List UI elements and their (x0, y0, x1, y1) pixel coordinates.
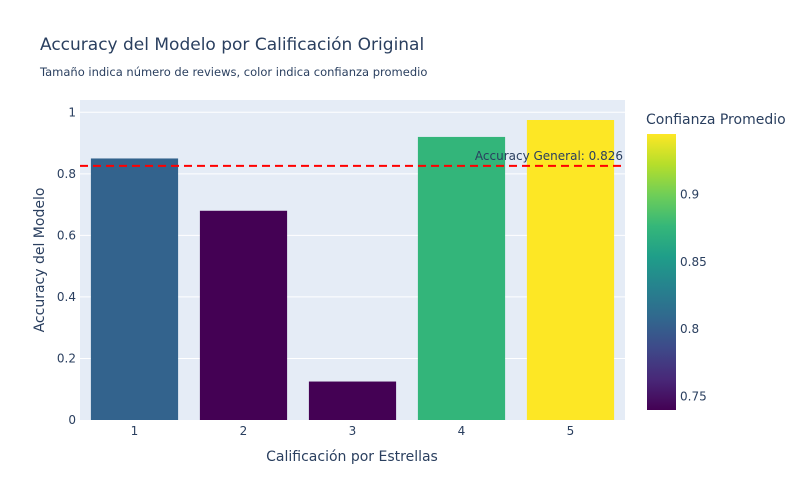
bars (90, 120, 615, 420)
colorbar-tick-label: 0.9 (680, 188, 699, 202)
colorbar-tick-label: 0.75 (680, 390, 707, 404)
y-tick-label: 0.2 (57, 351, 76, 365)
x-axis-ticks: 1 2 3 4 5 (131, 424, 575, 438)
colorbar-title: Confianza Promedio (646, 112, 786, 128)
bar (417, 136, 506, 420)
y-tick-label: 0 (68, 413, 76, 427)
colorbar-ticks: 0.75 0.8 0.85 0.9 (680, 188, 707, 404)
reference-line-label: Accuracy General: 0.826 (475, 149, 623, 163)
x-tick-label: 4 (458, 424, 466, 438)
chart-subtitle: Tamaño indica número de reviews, color i… (39, 65, 427, 79)
bar (90, 158, 179, 420)
y-tick-label: 0.4 (57, 290, 76, 304)
y-axis-ticks: 0 0.2 0.4 0.6 0.8 1 (57, 105, 76, 427)
colorbar-tick-label: 0.85 (680, 255, 707, 269)
y-tick-label: 0.8 (57, 167, 76, 181)
bar (308, 381, 397, 420)
colorbar: Confianza Promedio 0.75 0.8 0.85 0.9 (646, 112, 786, 410)
y-tick-label: 1 (68, 105, 76, 119)
reference-line-group: Accuracy General: 0.826 (80, 149, 625, 167)
x-tick-label: 5 (567, 424, 575, 438)
bar (526, 120, 615, 420)
x-tick-label: 3 (349, 424, 357, 438)
colorbar-tick-label: 0.8 (680, 322, 699, 336)
x-tick-label: 2 (240, 424, 248, 438)
x-axis-title: Calificación por Estrellas (266, 449, 438, 465)
x-tick-label: 1 (131, 424, 139, 438)
y-axis-title: Accuracy del Modelo (32, 188, 48, 333)
y-tick-label: 0.6 (57, 228, 76, 242)
bar (199, 210, 288, 420)
chart-title: Accuracy del Modelo por Calificación Ori… (40, 35, 424, 55)
colorbar-gradient (647, 134, 676, 410)
